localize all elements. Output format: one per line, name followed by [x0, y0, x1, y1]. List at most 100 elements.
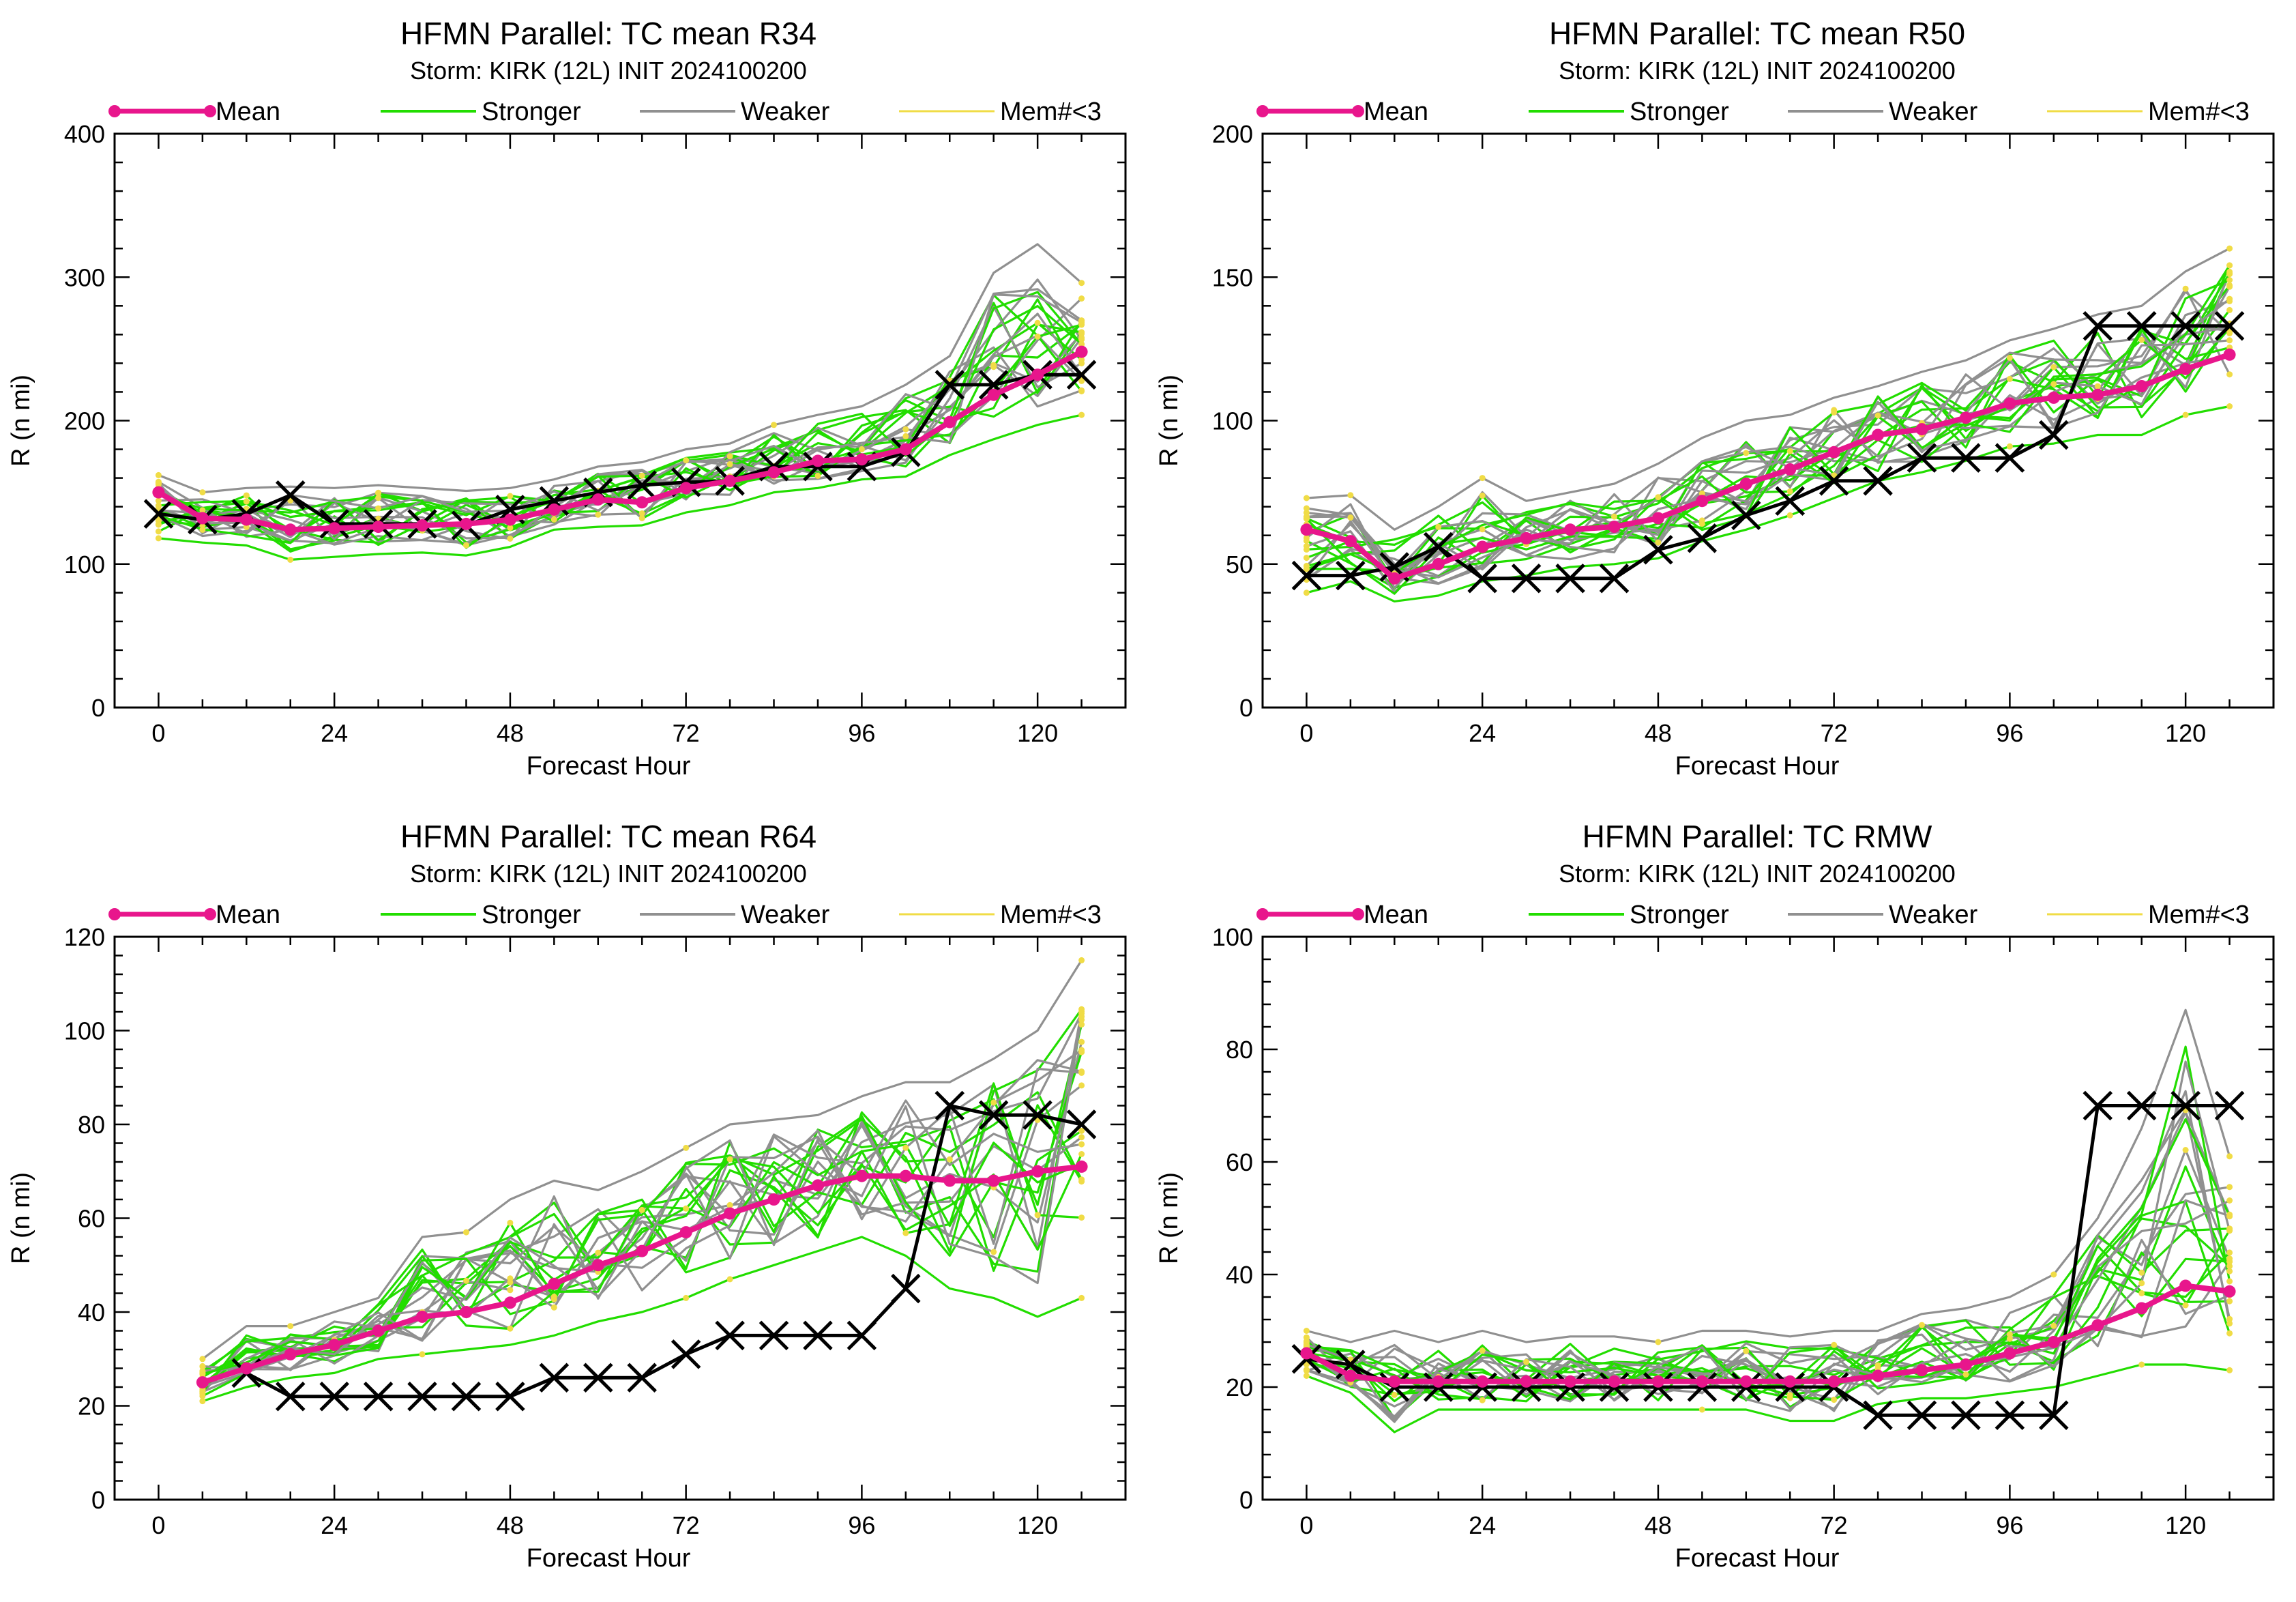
member-marker [2226, 1255, 2233, 1262]
member-marker [2226, 1315, 2233, 1322]
x-tick-label: 24 [321, 1511, 348, 1539]
member-line [158, 298, 1083, 544]
legend-label: Weaker [1889, 98, 1978, 126]
observed-marker [1423, 531, 1454, 562]
member-marker [1391, 1391, 1398, 1398]
member-line [158, 293, 1083, 524]
x-tick-label: 0 [151, 719, 165, 747]
observed-marker [1555, 564, 1585, 594]
y-axis: 0 100 200 300 400 R (n mi) [7, 120, 1125, 722]
y-tick-label: 60 [1226, 1148, 1253, 1176]
member-marker [2226, 262, 2233, 269]
member-marker [1303, 1367, 1310, 1373]
y-tick-label: 100 [64, 1017, 105, 1045]
observed-marker [1995, 1400, 2025, 1431]
member-marker [771, 422, 777, 428]
mean-marker [1960, 411, 1972, 424]
member-marker [507, 1287, 514, 1294]
member-marker [683, 1144, 690, 1151]
member-marker [1303, 1334, 1310, 1341]
legend-label: Mem#<3 [2148, 98, 2250, 126]
x-tick-label: 120 [2165, 1511, 2206, 1539]
member-marker [1831, 472, 1838, 479]
member-marker [1347, 492, 1354, 499]
member-marker [1078, 319, 1085, 326]
member-marker [902, 1229, 909, 1236]
mean-marker [416, 519, 428, 531]
member-line [1306, 1008, 2231, 1343]
member-marker [550, 1296, 557, 1302]
legend-marker [108, 908, 121, 920]
member-lines [155, 243, 1085, 563]
member-marker [726, 461, 733, 467]
mean-marker [1300, 1347, 1313, 1360]
mean-marker [548, 503, 561, 516]
member-line [158, 294, 1083, 544]
observed-marker [2214, 1090, 2245, 1121]
y-tick-label: 100 [1212, 407, 1253, 435]
mean-marker [284, 523, 297, 536]
member-line [201, 1125, 1083, 1390]
x-axis: 0 24 48 72 96 120 Forecast Hour [1299, 937, 2231, 1573]
member-marker [1698, 1406, 1705, 1413]
x-tick-label: 48 [497, 1511, 524, 1539]
member-marker [683, 457, 690, 464]
member-line [1306, 339, 2230, 575]
member-marker [1078, 388, 1085, 394]
member-line [202, 1013, 1083, 1371]
member-line [158, 413, 1082, 562]
member-marker [1078, 1151, 1085, 1157]
observed-marker [1731, 500, 1761, 531]
member-marker [726, 1202, 733, 1208]
observed-line [1306, 324, 2230, 581]
observed-marker [1643, 534, 1673, 565]
member-marker [1078, 377, 1085, 384]
observed-marker [275, 480, 306, 510]
member-marker [2182, 411, 2189, 418]
mean-marker [1915, 423, 1928, 436]
member-marker [814, 472, 821, 479]
member-line [158, 334, 1083, 544]
x-tick-label: 120 [1017, 719, 1058, 747]
x-axis-label: Forecast Hour [1675, 752, 1840, 781]
member-marker [990, 1099, 997, 1106]
mean-marker [1520, 531, 1533, 544]
member-marker [726, 453, 733, 460]
member-marker [1786, 1395, 1793, 1401]
x-tick-label: 0 [1299, 719, 1313, 747]
member-marker [243, 492, 250, 499]
member-marker [1303, 1341, 1310, 1348]
mean-marker [1784, 463, 1797, 476]
mean-marker [328, 522, 341, 535]
observed-marker [978, 370, 1009, 400]
mean-marker [1300, 523, 1313, 536]
legend-label: Stronger [1630, 901, 1729, 929]
member-marker [463, 542, 469, 549]
member-marker [550, 1304, 557, 1311]
member-marker [1034, 333, 1041, 340]
member-marker [2050, 1271, 2057, 1278]
member-marker [1303, 510, 1310, 516]
member-marker [199, 526, 206, 533]
mean-marker [1696, 495, 1709, 508]
mean-marker [1608, 1375, 1621, 1388]
mean-marker [240, 1362, 253, 1375]
member-marker [2138, 1361, 2145, 1368]
member-marker [2182, 285, 2189, 292]
observed-marker [2170, 1090, 2201, 1121]
observed-marker [978, 1100, 1009, 1131]
member-marker [1831, 1341, 1838, 1348]
mean-marker [2003, 397, 2016, 410]
mean-marker [1651, 512, 1664, 525]
member-marker [902, 426, 909, 433]
member-marker [1479, 493, 1486, 499]
observed-marker [1863, 466, 1893, 496]
y-tick-label: 300 [64, 263, 105, 291]
member-marker [1479, 475, 1486, 482]
y-tick-label: 120 [64, 923, 105, 951]
member-marker [1078, 280, 1085, 287]
chart-panel-1: HFMN Parallel: TC mean R34 Storm: KIRK (1… [7, 16, 1127, 781]
member-marker [2006, 355, 2013, 361]
mean-marker [636, 1244, 649, 1257]
mean-marker [1075, 1160, 1088, 1173]
